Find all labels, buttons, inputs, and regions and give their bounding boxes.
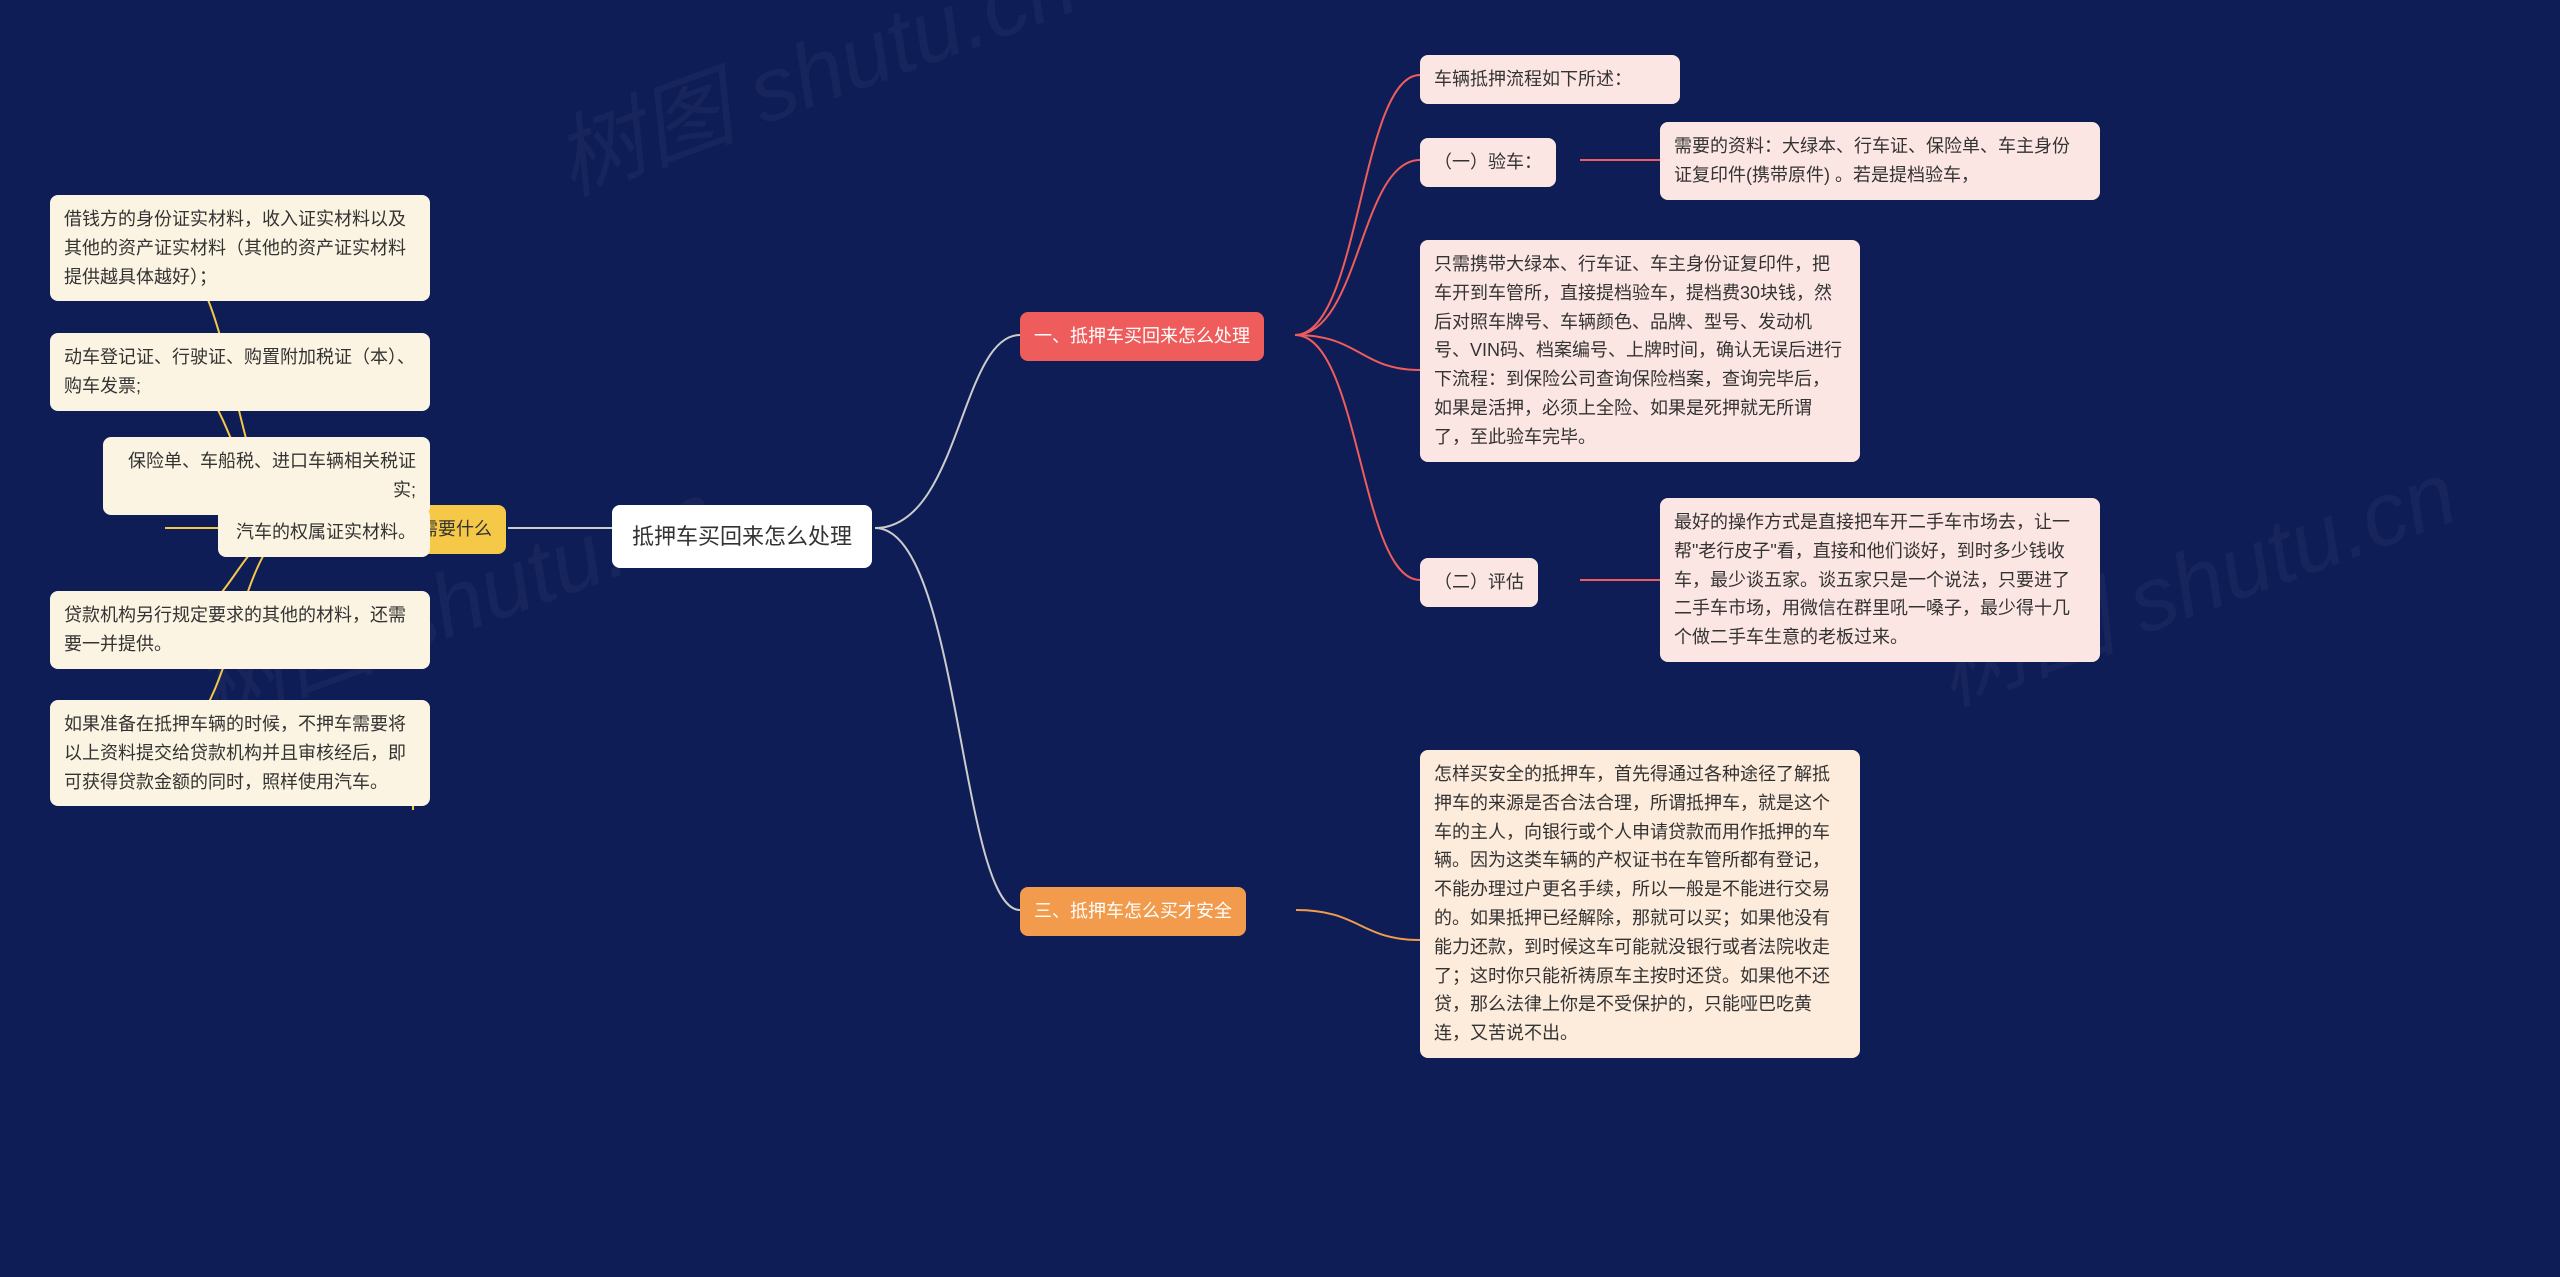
branch2-leaf4: 汽车的权属证实材料。 xyxy=(218,508,430,557)
branch1-node: 一、抵押车买回来怎么处理 xyxy=(1020,312,1264,361)
root-label: 抵押车买回来怎么处理 xyxy=(632,524,852,549)
root-node: 抵押车买回来怎么处理 xyxy=(612,505,872,568)
branch3-label: 三、抵押车怎么买才安全 xyxy=(1034,901,1232,921)
branch3-node: 三、抵押车怎么买才安全 xyxy=(1020,887,1246,936)
watermark: 树图 shutu.cn xyxy=(534,0,1091,219)
branch3-leaf1: 怎样买安全的抵押车，首先得通过各种途径了解抵押车的来源是否合法合理，所谓抵押车，… xyxy=(1420,750,1860,1058)
branch1-leaf3: 只需携带大绿本、行车证、车主身份证复印件，把车开到车管所，直接提档验车，提档费3… xyxy=(1420,240,1860,462)
branch2-leaf5: 贷款机构另行规定要求的其他的材料，还需要一并提供。 xyxy=(50,591,430,669)
branch1-leaf1: 车辆抵押流程如下所述： xyxy=(1420,55,1680,104)
branch1-leaf4-detail: 最好的操作方式是直接把车开二手车市场去，让一帮"老行皮子"看，直接和他们谈好，到… xyxy=(1660,498,2100,662)
branch2-leaf6: 如果准备在抵押车辆的时候，不押车需要将以上资料提交给贷款机构并且审核经后，即可获… xyxy=(50,700,430,806)
branch2-leaf1: 借钱方的身份证实材料，收入证实材料以及其他的资产证实材料（其他的资产证实材料提供… xyxy=(50,195,430,301)
branch2-leaf2: 动车登记证、行驶证、购置附加税证（本）、购车发票; xyxy=(50,333,430,411)
branch1-leaf2: （一）验车： xyxy=(1420,138,1556,187)
branch1-label: 一、抵押车买回来怎么处理 xyxy=(1034,326,1250,346)
branch2-leaf3: 保险单、车船税、进口车辆相关税证实; xyxy=(103,437,430,515)
branch1-leaf2-detail: 需要的资料：大绿本、行车证、保险单、车主身份证复印件(携带原件) 。若是提档验车… xyxy=(1660,122,2100,200)
branch1-leaf4: （二）评估 xyxy=(1420,558,1538,607)
